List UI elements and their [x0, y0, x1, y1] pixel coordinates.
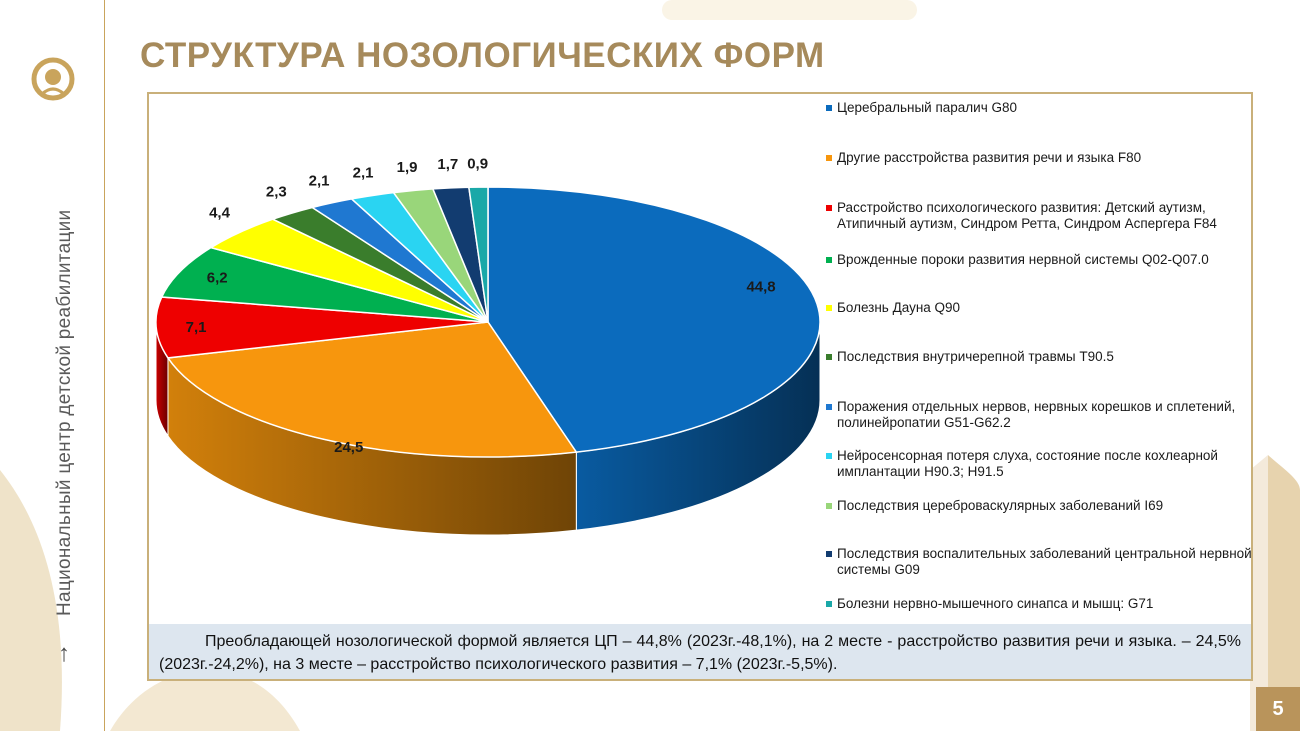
pie-slice-0 [487, 186, 821, 453]
data-label-2: 7,1 [186, 319, 207, 336]
pie-slice-1 [166, 321, 578, 458]
legend-swatch-2 [826, 205, 832, 211]
data-label-1: 24,5 [334, 439, 363, 456]
legend-label-4: Болезнь Дауна Q90 [837, 300, 961, 315]
legend-swatch-3 [826, 257, 832, 263]
legend-item-2: Расстройство психологического развития: … [826, 200, 1252, 232]
legend-label-6: Поражения отдельных нервов, нервных коре… [837, 399, 1236, 430]
legend-swatch-8 [826, 503, 832, 509]
legend-label-10: Болезни нервно-мышечного синапса и мышц:… [837, 596, 1154, 611]
legend-item-7: Нейросенсорная потеря слуха, состояние п… [826, 448, 1252, 480]
pie-slice-3 [160, 246, 489, 323]
data-label-9: 1,7 [437, 156, 458, 173]
data-label-10: 0,9 [467, 155, 488, 172]
legend-item-8: Последствия цереброваскулярных заболеван… [826, 498, 1252, 514]
legend-swatch-1 [826, 155, 832, 161]
legend-label-0: Церебральный паралич G80 [837, 100, 1018, 115]
legend-item-3: Врожденные пороки развития нервной систе… [826, 252, 1252, 268]
legend-item-9: Последствия воспалительных заболеваний ц… [826, 546, 1252, 578]
legend-item-0: Церебральный паралич G80 [826, 100, 1252, 116]
side-divider [104, 0, 105, 731]
legend-item-10: Болезни нервно-мышечного синапса и мышц:… [826, 596, 1252, 612]
pie-slice-2 [155, 296, 489, 359]
data-label-3: 6,2 [207, 269, 228, 286]
legend-label-1: Другие расстройства развития речи и язык… [837, 150, 1142, 165]
data-label-6: 2,1 [309, 172, 330, 189]
legend-swatch-9 [826, 551, 832, 557]
legend-swatch-6 [826, 404, 832, 410]
slide-title: СТРУКТУРА НОЗОЛОГИЧЕСКИХ ФОРМ [140, 36, 825, 75]
legend-label-5: Последствия внутричерепной травмы T90.5 [837, 349, 1114, 364]
legend-label-9: Последствия воспалительных заболеваний ц… [837, 546, 1252, 577]
legend-item-1: Другие расстройства развития речи и язык… [826, 150, 1252, 166]
data-label-0: 44,8 [746, 278, 775, 295]
data-label-8: 1,9 [397, 159, 418, 176]
legend-item-4: Болезнь Дауна Q90 [826, 300, 1252, 316]
data-label-5: 2,3 [266, 183, 287, 200]
legend-item-5: Последствия внутричерепной травмы T90.5 [826, 349, 1252, 365]
page-number: 5 [1256, 687, 1300, 731]
legend-label-7: Нейросенсорная потеря слуха, состояние п… [837, 448, 1218, 479]
legend-swatch-7 [826, 453, 832, 459]
legend-item-6: Поражения отдельных нервов, нервных коре… [826, 399, 1252, 431]
legend-swatch-4 [826, 305, 832, 311]
arrow-up-icon: ↑ [58, 640, 70, 667]
summary-note: Преобладающей нозологической формой явля… [149, 624, 1251, 679]
legend-label-3: Врожденные пороки развития нервной систе… [837, 252, 1209, 267]
data-label-7: 2,1 [353, 164, 374, 181]
pie-slice-10 [467, 186, 489, 323]
legend-swatch-5 [826, 354, 832, 360]
legend-swatch-0 [826, 105, 832, 111]
logo-icon [31, 57, 75, 101]
legend-label-8: Последствия цереброваскулярных заболеван… [837, 498, 1164, 513]
legend-label-2: Расстройство психологического развития: … [837, 200, 1217, 231]
data-label-4: 4,4 [209, 204, 231, 221]
legend-swatch-10 [826, 601, 832, 607]
